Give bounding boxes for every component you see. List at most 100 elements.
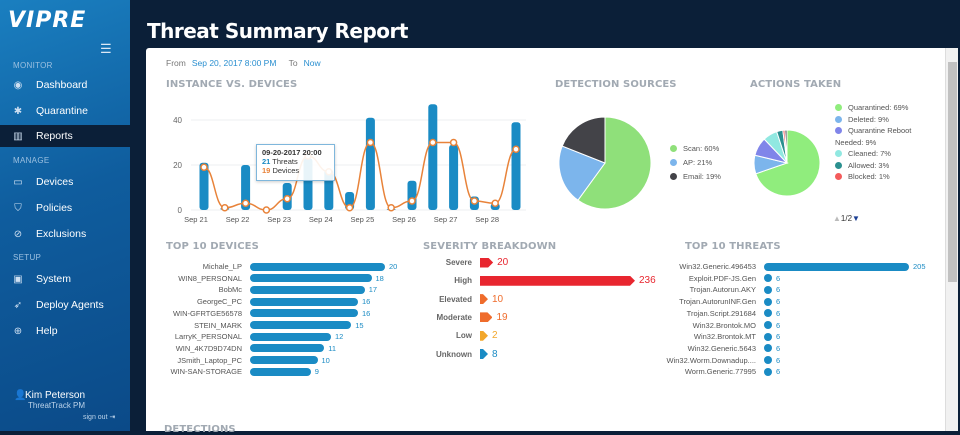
pie-slice (784, 129, 788, 164)
legend-dot-icon (835, 104, 842, 111)
sidebar-item-devices[interactable]: ▭ Devices (0, 171, 130, 193)
bar[interactable] (250, 367, 311, 376)
menu-toggle-icon[interactable]: ☰ (100, 41, 112, 56)
x-tick-label: Sep 21 (184, 215, 208, 224)
bar[interactable] (480, 312, 492, 322)
bar[interactable] (250, 321, 352, 329)
bar-row: Win32.Generic.496453 205 (646, 261, 925, 272)
detection-sources-pie (558, 116, 652, 210)
prev-page-icon[interactable]: ▲ (833, 214, 841, 223)
sidebar-item-label: Help (36, 325, 58, 337)
bar[interactable] (764, 262, 909, 271)
to-date-link[interactable]: Now (303, 58, 321, 68)
bar[interactable] (250, 344, 325, 353)
devices-point (449, 138, 458, 147)
bar-row: Trojan.Autorun.AKY 6 (646, 284, 781, 295)
sidebar-item-help[interactable]: ⊕ Help (0, 320, 130, 342)
bar[interactable] (250, 309, 358, 318)
vipre-logo: VIPRE (8, 8, 87, 33)
actions-taken-title: ACTIONS TAKEN (750, 79, 842, 90)
y-tick-label: 20 (173, 161, 182, 170)
bar-value: 6 (776, 320, 781, 330)
legend-item[interactable]: Quarantine Reboot Needed: 9% (835, 125, 920, 148)
sign-out-link[interactable]: sign out ⇥ (83, 414, 116, 421)
next-page-icon[interactable]: ▼ (852, 214, 860, 223)
bar-label: WIN-GFRTGE56578 (172, 308, 242, 318)
bar[interactable] (480, 331, 488, 341)
bar-row: WIN-SAN-STORAGE 9 (146, 366, 318, 377)
bar-chart-icon: ▥ (13, 130, 23, 142)
legend-dot-icon (835, 173, 842, 180)
scrollbar-thumb[interactable] (948, 62, 957, 282)
legend-label: Deleted: 9% (848, 114, 889, 124)
bar[interactable] (764, 332, 772, 341)
threats-bar (449, 144, 459, 210)
bar-row: BobMc 17 (146, 284, 377, 295)
legend-dot-icon (670, 173, 677, 180)
bar[interactable] (764, 309, 772, 318)
bar[interactable] (250, 274, 372, 283)
legend-label: Cleaned: 7% (848, 149, 891, 158)
legend-item[interactable]: Deleted: 9% (835, 114, 920, 126)
to-label: To (288, 58, 298, 68)
bar-label: Win32.Generic.5643 (687, 343, 756, 353)
bar-value: 19 (496, 311, 508, 323)
detection-sources-title: DETECTION SOURCES (555, 79, 677, 90)
user-info[interactable]: 👤Kim Peterson ThreatTrack PM (14, 390, 85, 410)
bar-label: Win32.Generic.496453 (679, 262, 756, 271)
bar[interactable] (764, 356, 772, 365)
devices-point (262, 206, 271, 214)
sidebar-item-deploy-agents[interactable]: ➶ Deploy Agents (0, 294, 130, 316)
bar[interactable] (480, 276, 635, 286)
bar[interactable] (764, 344, 772, 353)
scrollbar[interactable] (945, 48, 958, 431)
legend-item[interactable]: Scan: 60% (670, 142, 721, 156)
bar[interactable] (250, 332, 331, 341)
from-date-link[interactable]: Sep 20, 2017 8:00 PM (191, 58, 277, 68)
bar[interactable] (764, 367, 772, 376)
legend-item[interactable]: Cleaned: 7% (835, 148, 920, 160)
bug-icon: ✱ (13, 105, 23, 117)
legend-page: 1/2 (840, 214, 853, 223)
legend-pager[interactable]: ▲1/2▼ (833, 213, 860, 224)
bar[interactable] (250, 262, 385, 271)
bar[interactable] (764, 321, 772, 329)
x-tick-label: Sep 28 (475, 215, 499, 224)
bar[interactable] (764, 285, 772, 294)
bar[interactable] (764, 274, 772, 283)
bar-value: 15 (355, 320, 364, 330)
bar[interactable] (480, 294, 488, 304)
bar[interactable] (480, 349, 488, 359)
sidebar-item-policies[interactable]: ⛉ Policies (0, 197, 130, 219)
top-threats-title: TOP 10 THREATS (685, 241, 781, 252)
bar[interactable] (480, 258, 493, 268)
sidebar-item-system[interactable]: ▣ System (0, 268, 130, 290)
legend-item[interactable]: AP: 21% (670, 156, 721, 170)
bar[interactable] (250, 356, 318, 365)
legend-item[interactable]: Allowed: 3% (835, 160, 920, 172)
bar-value: 6 (776, 308, 781, 318)
bar-value: 6 (776, 297, 781, 307)
bar-label: Michale_LP (202, 262, 242, 271)
bar[interactable] (764, 297, 772, 306)
sidebar-item-dashboard[interactable]: ◉ Dashboard (0, 74, 130, 96)
sidebar-item-quarantine[interactable]: ✱ Quarantine (0, 100, 130, 122)
legend-item[interactable]: Blocked: 1% (835, 171, 920, 183)
bar[interactable] (250, 297, 358, 306)
legend-item[interactable]: Quarantined: 69% (835, 102, 920, 114)
x-tick-label: Sep 25 (351, 215, 375, 224)
sidebar-item-label: Policies (36, 202, 73, 214)
bar-value: 6 (776, 367, 781, 377)
bar-row: Win32.Generic.5643 6 (646, 343, 781, 354)
legend-item[interactable]: Email: 19% (670, 170, 721, 184)
bar-row: LarryK_PERSONAL 12 (146, 331, 343, 342)
pie-slice (558, 145, 606, 201)
bar-label: Worm.Generic.77995 (684, 367, 756, 377)
sidebar-item-exclusions[interactable]: ⊘ Exclusions (0, 223, 130, 245)
tooltip-threats-label: Threats (272, 157, 298, 166)
x-tick-label: Sep 22 (226, 215, 250, 224)
sidebar-item-reports[interactable]: ▥ Reports (0, 125, 130, 147)
x-tick-label: Sep 27 (434, 215, 458, 224)
bar[interactable] (250, 285, 365, 294)
y-tick-label: 40 (173, 116, 182, 125)
